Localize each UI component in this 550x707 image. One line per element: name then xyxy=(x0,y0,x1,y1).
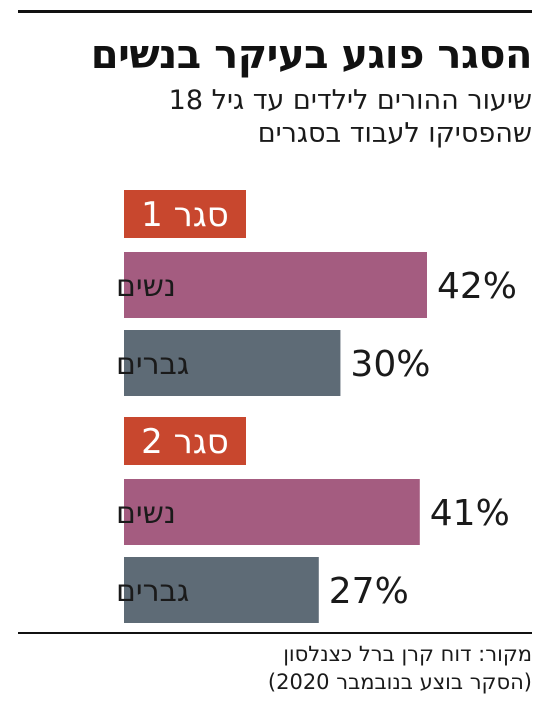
group-1-label: סגר 1 xyxy=(141,195,229,235)
group-2-label: סגר 2 xyxy=(141,422,229,462)
subtitle-line-1: שיעור ההורים לילדים עד גיל 18 xyxy=(168,85,532,116)
group-1-bar-women xyxy=(124,252,427,318)
group-1-label-box xyxy=(124,190,246,238)
source-note: מקור: דוח קרן ברל כצנלסון (הסקר בוצע בנו… xyxy=(18,640,532,696)
source-line-2: (הסקר בוצע בנובמבר 2020) xyxy=(267,670,532,694)
group-2-bar-men xyxy=(124,557,319,623)
source-line-1: מקור: דוח קרן ברל כצנלסון xyxy=(283,642,532,666)
bottom-rule xyxy=(18,632,532,634)
subtitle-line-2: שהפסיקו לעבוד בסגרים xyxy=(257,118,532,149)
group-1-value-label-women: 42% xyxy=(437,266,517,307)
group-1-category-label-women: נשים xyxy=(116,269,176,304)
chart-subtitle: שיעור ההורים לילדים עד גיל 18 שהפסיקו לע… xyxy=(18,84,532,150)
group-2-category-label-men: גברים xyxy=(116,574,189,609)
group-2-value-label-women: 41% xyxy=(430,493,510,534)
group-1-value-label-men: 30% xyxy=(350,344,430,385)
group-2-bar-women xyxy=(124,479,420,545)
group-2-label-box xyxy=(124,417,246,465)
top-rule xyxy=(18,10,532,13)
group-1-category-label-men: גברים xyxy=(116,347,189,382)
chart-title: הסגר פוגע בעיקר בנשים xyxy=(90,32,533,78)
group-1-bar-men xyxy=(124,330,341,396)
group-2-category-label-women: נשים xyxy=(116,496,176,531)
group-2-value-label-men: 27% xyxy=(329,571,409,612)
